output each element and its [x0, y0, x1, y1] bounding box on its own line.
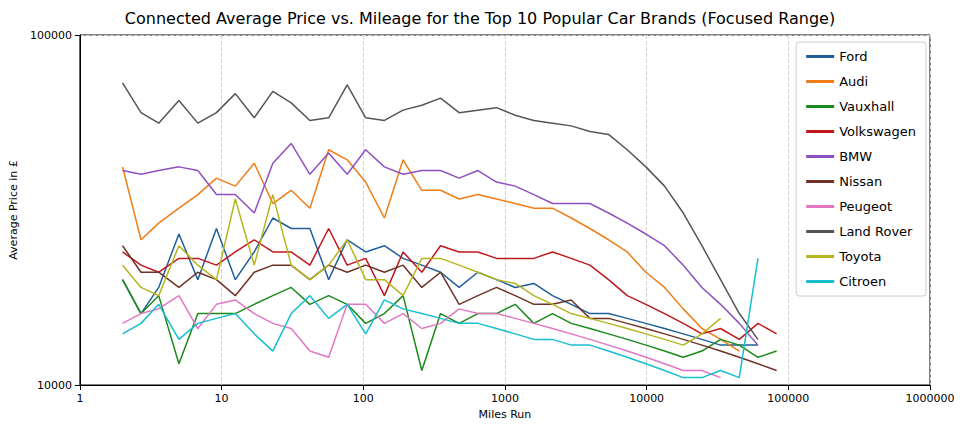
svg-text:Volkswagen: Volkswagen: [839, 124, 916, 139]
svg-text:Audi: Audi: [839, 74, 868, 89]
svg-text:100: 100: [353, 392, 374, 405]
svg-text:Average Price in £: Average Price in £: [7, 160, 20, 260]
svg-text:Vauxhall: Vauxhall: [839, 99, 894, 114]
svg-text:10000: 10000: [37, 379, 72, 392]
svg-text:1000: 1000: [491, 392, 519, 405]
svg-text:Connected Average Price vs. Mi: Connected Average Price vs. Mileage for …: [125, 9, 835, 28]
svg-text:Miles Run: Miles Run: [479, 408, 532, 421]
svg-text:100000: 100000: [767, 392, 809, 405]
svg-text:10000: 10000: [629, 392, 664, 405]
svg-text:BMW: BMW: [839, 149, 872, 164]
svg-text:Peugeot: Peugeot: [839, 199, 892, 214]
svg-text:10: 10: [215, 392, 229, 405]
svg-text:1000000: 1000000: [906, 392, 955, 405]
svg-text:Land Rover: Land Rover: [839, 224, 913, 239]
svg-text:Ford: Ford: [839, 49, 867, 64]
svg-text:100000: 100000: [30, 29, 72, 42]
svg-text:Citroen: Citroen: [839, 274, 886, 289]
svg-text:1: 1: [76, 392, 83, 405]
svg-text:Toyota: Toyota: [838, 249, 881, 264]
svg-text:Nissan: Nissan: [839, 174, 882, 189]
